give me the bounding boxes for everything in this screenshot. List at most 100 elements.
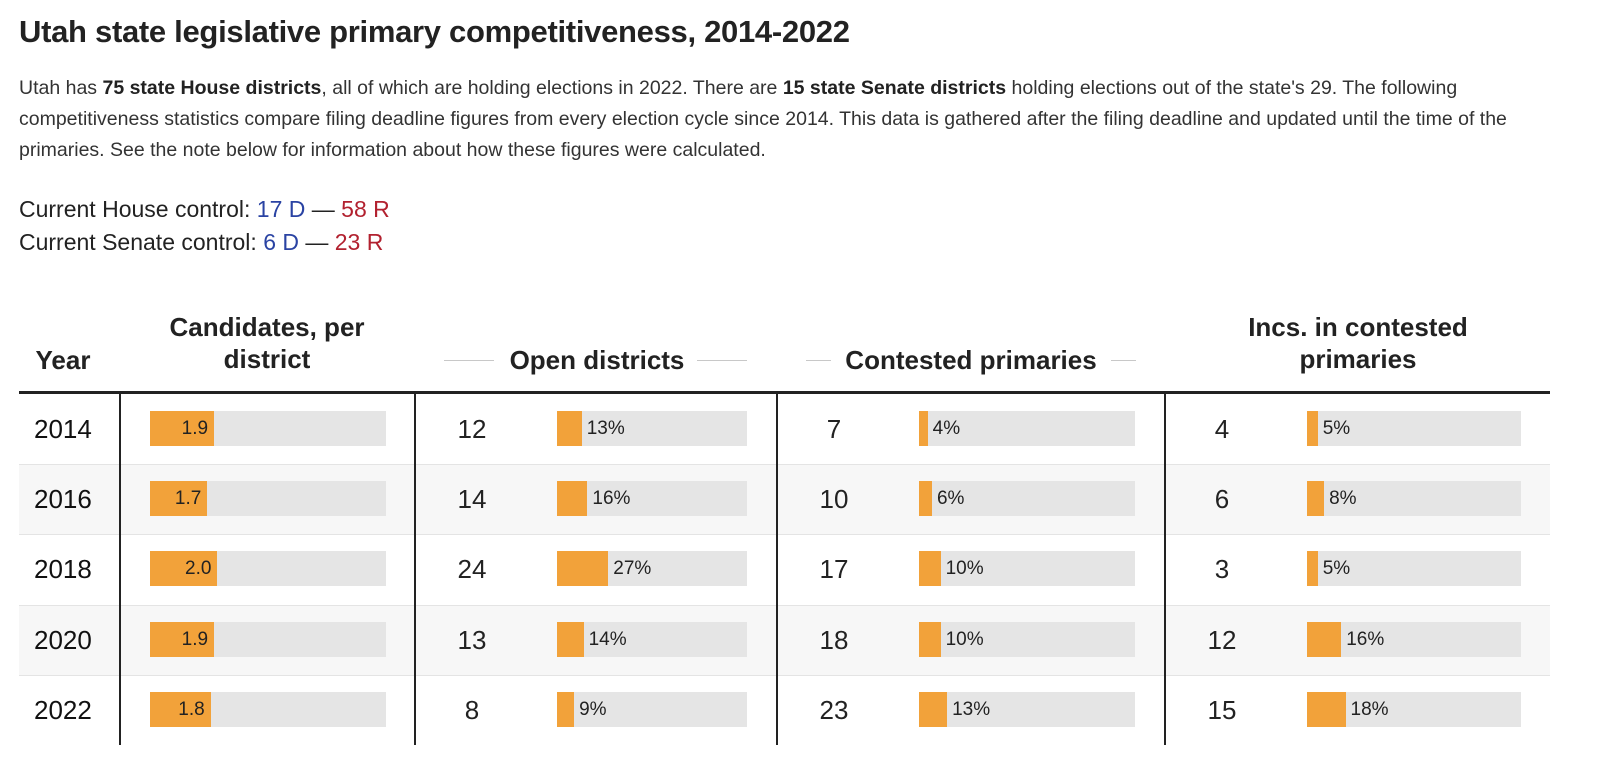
- contested-primaries-bar-track: 4%: [919, 411, 1135, 446]
- competitiveness-table: Year Candidates, per district Open distr…: [19, 300, 1550, 745]
- row-separator: [19, 604, 1550, 606]
- open-districts-bar-track: 16%: [557, 481, 747, 517]
- open-districts-bar-label: 9%: [579, 698, 607, 720]
- open-districts-bar-track: 13%: [557, 411, 747, 446]
- contested-primaries-bar-label: 10%: [945, 558, 984, 580]
- table-row: 2016 1.7 14 16% 10 6% 6 8%: [19, 464, 1550, 535]
- year-cell: 2020: [34, 624, 92, 655]
- column-divider: [1164, 394, 1166, 745]
- contested-primaries-bar-label: 4%: [932, 418, 961, 439]
- candidates-bar-label: 2.0: [185, 558, 212, 580]
- column-divider: [776, 394, 778, 745]
- contested-primaries-bar: [919, 481, 932, 517]
- header-rule: [697, 360, 747, 361]
- contested-primaries-bar-label: 6%: [936, 488, 965, 510]
- senate-control-label: Current Senate control:: [19, 229, 264, 255]
- year-cell: 2022: [34, 694, 92, 725]
- candidates-bar: [150, 411, 215, 446]
- open-districts-bar: [557, 621, 584, 657]
- header-contested-primaries: Contested primaries: [845, 345, 1097, 375]
- contested-primaries-bar-track: 10%: [919, 551, 1135, 587]
- incumbents-contested-bar-track: 5%: [1307, 411, 1521, 446]
- table-row: 2018 2.0 24 27% 17 10% 3 5%: [19, 534, 1550, 604]
- open-districts-count: 14: [457, 484, 487, 515]
- candidates-bar-label: 1.9: [181, 628, 209, 650]
- header-incumbents-contested: Incs. in contested primaries: [1248, 312, 1468, 374]
- senate-control: Current Senate control: 6 D — 23 R: [19, 229, 383, 256]
- house-control: Current House control: 17 D — 58 R: [19, 196, 390, 223]
- row-separator: [19, 674, 1550, 676]
- incumbents-contested-bar-label: 8%: [1329, 488, 1357, 510]
- candidates-bar-track: 1.9: [150, 621, 386, 657]
- incumbents-contested-count: 3: [1214, 554, 1230, 585]
- open-districts-count: 12: [457, 414, 487, 444]
- candidates-bar: [150, 691, 211, 727]
- incumbents-contested-bar: [1307, 551, 1318, 587]
- header-candidates: Candidates, per district: [169, 312, 365, 374]
- open-districts-bar-label: 13%: [586, 418, 625, 439]
- incumbents-contested-bar-track: 5%: [1307, 551, 1521, 587]
- incumbents-contested-bar-label: 18%: [1350, 698, 1389, 720]
- house-control-label: Current House control:: [19, 196, 257, 222]
- header-divider: [19, 391, 1550, 394]
- open-districts-count: 13: [457, 624, 487, 655]
- row-separator: [19, 534, 1550, 536]
- house-rep-count: 58 R: [341, 196, 390, 222]
- candidates-bar-track: 1.9: [150, 411, 386, 446]
- contested-primaries-bar: [919, 691, 948, 727]
- open-districts-bar-track: 14%: [557, 621, 747, 657]
- intro-house-districts: 75 state House districts: [102, 77, 322, 99]
- candidates-bar-track: 2.0: [150, 551, 386, 587]
- intro-text: holding elections out of the state's 29.…: [19, 77, 1507, 161]
- header-open-districts: Open districts: [509, 345, 685, 375]
- incumbents-contested-bar: [1307, 411, 1318, 446]
- table-row: 2020 1.9 13 14% 18 10% 12 16%: [19, 604, 1550, 675]
- open-districts-bar: [557, 691, 575, 727]
- incumbents-contested-count: 6: [1214, 484, 1230, 515]
- open-districts-bar: [557, 481, 588, 517]
- candidates-bar: [150, 551, 218, 587]
- open-districts-count: 24: [457, 554, 487, 585]
- incumbents-contested-bar-track: 8%: [1307, 481, 1521, 517]
- open-districts-bar: [557, 411, 582, 446]
- contested-primaries-bar-label: 13%: [952, 698, 991, 720]
- contested-primaries-bar: [919, 411, 928, 446]
- year-cell: 2014: [34, 414, 92, 444]
- incumbents-contested-bar: [1307, 481, 1325, 517]
- table-row: 2014 1.9 12 13% 7 4% 4 5%: [19, 394, 1550, 464]
- contested-primaries-bar: [919, 621, 941, 657]
- header-rule: [806, 360, 831, 361]
- year-cell: 2018: [34, 554, 92, 585]
- contested-primaries-count: 7: [826, 414, 842, 444]
- contested-primaries-bar-track: 13%: [919, 691, 1135, 727]
- intro-text: , all of which are holding elections in …: [321, 77, 783, 99]
- contested-primaries-count: 17: [819, 554, 849, 585]
- senate-dem-count: 6 D: [263, 229, 299, 255]
- candidates-bar-track: 1.7: [150, 481, 386, 517]
- header-year: Year: [35, 345, 91, 375]
- dash: —: [298, 229, 335, 255]
- column-divider: [414, 394, 416, 745]
- open-districts-bar: [557, 551, 609, 587]
- house-dem-count: 17 D: [256, 196, 306, 222]
- incumbents-contested-count: 12: [1207, 624, 1237, 655]
- intro-text: Utah has: [19, 77, 103, 99]
- incumbents-contested-bar-label: 16%: [1346, 628, 1385, 650]
- candidates-bar-track: 1.8: [150, 691, 386, 727]
- candidates-bar-label: 1.8: [178, 698, 205, 720]
- incumbents-contested-count: 4: [1214, 414, 1230, 444]
- open-districts-bar-track: 27%: [557, 551, 747, 587]
- incumbents-contested-bar-label: 5%: [1322, 558, 1351, 580]
- dash: —: [305, 196, 342, 222]
- incumbents-contested-bar: [1307, 621, 1342, 657]
- contested-primaries-bar-track: 6%: [919, 481, 1135, 517]
- year-cell: 2016: [34, 484, 92, 515]
- column-divider: [119, 394, 121, 745]
- open-districts-bar-track: 9%: [557, 691, 747, 727]
- incumbents-contested-bar-track: 16%: [1307, 621, 1521, 657]
- contested-primaries-count: 10: [819, 484, 849, 515]
- header-rule: [1111, 360, 1136, 361]
- contested-primaries-bar: [919, 551, 941, 587]
- chart-title: Utah state legislative primary competiti…: [19, 14, 850, 49]
- open-districts-bar-label: 14%: [588, 628, 627, 650]
